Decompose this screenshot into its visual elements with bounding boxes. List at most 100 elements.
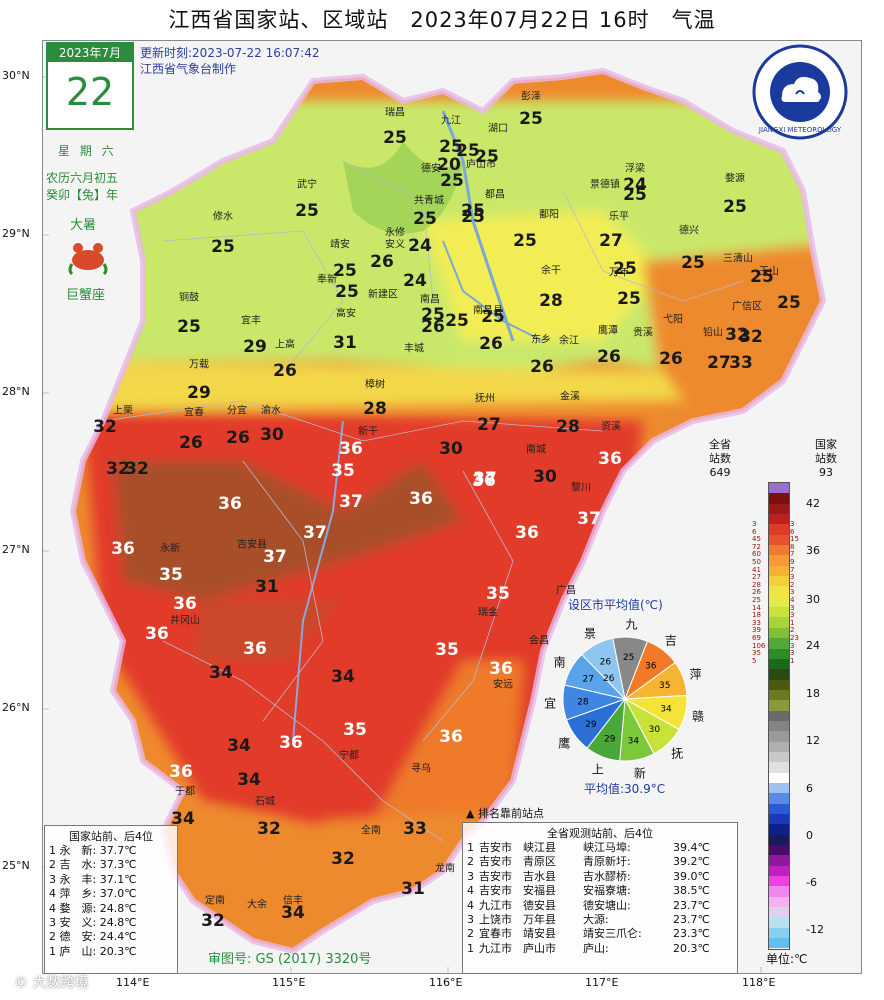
legend-swatch bbox=[769, 514, 789, 525]
city-label: 湖口 bbox=[488, 123, 508, 135]
legend-swatch bbox=[769, 689, 789, 701]
temperature-value: 24 bbox=[408, 236, 432, 256]
calendar-month: 2023年7月 bbox=[48, 44, 132, 62]
legend-swatch bbox=[769, 772, 789, 783]
temperature-value: 25 bbox=[445, 311, 469, 331]
temperature-value: 25 bbox=[333, 261, 357, 281]
national-rank-row: 2 吉 水: 37.3℃ bbox=[49, 858, 137, 872]
city-label: 龙南 bbox=[435, 863, 455, 875]
legend-swatch bbox=[769, 824, 789, 835]
legend-count-all: 5 bbox=[752, 656, 757, 665]
legend-head-nat: 国家 站数 93 bbox=[806, 438, 846, 480]
temperature-value: 25 bbox=[617, 289, 641, 309]
legend-swatch bbox=[769, 648, 789, 659]
legend-swatch bbox=[769, 576, 789, 587]
temperature-value: 37 bbox=[303, 523, 327, 543]
calendar-day: 22 bbox=[65, 70, 115, 114]
province-rank-row: 4 吉安市 安福县 安福寮塘: 38.5℃ bbox=[467, 884, 710, 898]
national-rank-row: 4 萍 乡: 37.0℃ bbox=[49, 887, 137, 901]
city-label: 乐平 bbox=[609, 211, 629, 223]
city-label: 德兴 bbox=[679, 225, 699, 237]
legend-swatch bbox=[769, 927, 789, 939]
pie-slice bbox=[581, 637, 626, 701]
legend-swatch bbox=[769, 493, 789, 504]
zodiac: 巨蟹座 bbox=[66, 288, 106, 303]
legend-count-all: 106 bbox=[752, 641, 766, 650]
legend-count-nat: 8 bbox=[790, 542, 795, 551]
city-label: 景德镇 bbox=[590, 179, 620, 191]
temperature-value: 25 bbox=[456, 141, 480, 161]
legend-count-all: 3 bbox=[752, 520, 757, 528]
temperature-value: 26 bbox=[273, 361, 297, 381]
pie-value: 34 bbox=[628, 736, 640, 746]
legend-swatch bbox=[769, 938, 789, 949]
legend-swatch bbox=[769, 793, 789, 804]
temperature-value: 25 bbox=[481, 307, 505, 327]
crab-icon bbox=[68, 243, 108, 276]
temperature-value: 26 bbox=[659, 349, 683, 369]
temperature-value: 27 bbox=[707, 353, 731, 373]
lon-label: 116°E bbox=[429, 976, 463, 989]
temperature-value: 25 bbox=[777, 293, 801, 313]
rank-marker-text: 排名靠前站点 bbox=[477, 807, 544, 820]
pie-average: 平均值:30.9°C bbox=[584, 782, 666, 796]
temperature-value: 24 bbox=[403, 271, 427, 291]
lat-label: 28°N bbox=[2, 385, 30, 398]
legend-swatch bbox=[769, 596, 789, 608]
legend-tick: 24 bbox=[806, 639, 820, 652]
temperature-value: 25 bbox=[440, 171, 464, 191]
temperature-map bbox=[43, 41, 861, 973]
temperature-value: 25 bbox=[623, 185, 647, 205]
calendar-badge: 2023年7月 22 bbox=[46, 42, 134, 130]
temperature-value: 25 bbox=[461, 201, 485, 221]
national-rank-row: 3 永 丰: 37.1℃ bbox=[49, 872, 137, 886]
city-label: 金溪 bbox=[560, 391, 580, 403]
legend-swatch bbox=[769, 658, 789, 670]
province-rank-title: 全省观测站前、后4位 bbox=[547, 827, 653, 840]
temperature-value: 33 bbox=[403, 819, 427, 839]
legend-count-all: 27 bbox=[752, 573, 761, 582]
city-label: 庐山市 bbox=[466, 159, 496, 171]
pie-city-label: 九 bbox=[625, 617, 638, 632]
national-rank-title: 国家站前、后4位 bbox=[69, 830, 153, 843]
city-label: 宜春 bbox=[184, 407, 204, 419]
map-title: 江西省国家站、区域站 2023年07月22日 16时 气温 bbox=[168, 8, 716, 32]
temperature-value: 25 bbox=[383, 128, 407, 148]
temperature-value: 37 bbox=[263, 547, 287, 567]
city-label: 铜鼓 bbox=[179, 292, 199, 304]
temperature-value: 37 bbox=[473, 469, 497, 489]
temperature-value: 32 bbox=[125, 459, 149, 479]
legend-swatch bbox=[769, 710, 789, 721]
province-rank-row: 3 吉安市 吉水县 吉水醪桥: 39.0℃ bbox=[467, 869, 710, 883]
city-label: 玉山 bbox=[759, 266, 779, 278]
temperature-value: 34 bbox=[331, 667, 355, 687]
temperature-value: 30 bbox=[533, 467, 557, 487]
temperature-value: 36 bbox=[472, 471, 496, 491]
temperature-value: 24 bbox=[623, 175, 647, 195]
temperature-value: 36 bbox=[339, 439, 363, 459]
legend-count-all: 26 bbox=[752, 588, 761, 597]
temperature-value: 32 bbox=[93, 417, 117, 437]
national-rank-row: 1 庐 山: 20.3℃ bbox=[49, 944, 137, 958]
temperature-value: 28 bbox=[539, 291, 563, 311]
legend-count-nat: 3 bbox=[790, 603, 795, 612]
legend-tick: 42 bbox=[806, 497, 820, 510]
temperature-value: 29 bbox=[243, 337, 267, 357]
pie-value: 34 bbox=[660, 705, 672, 715]
city-label: 婺源 bbox=[725, 173, 745, 185]
city-label: 新建区 bbox=[368, 289, 398, 301]
legend-swatch bbox=[769, 534, 789, 546]
temperature-value: 36 bbox=[439, 727, 463, 747]
pie-value: 35 bbox=[659, 681, 670, 691]
temperature-value: 30 bbox=[439, 439, 463, 459]
city-label: 安义 bbox=[385, 239, 405, 251]
temperature-value: 36 bbox=[173, 594, 197, 614]
legend-swatch bbox=[769, 545, 789, 556]
temperature-value: 25 bbox=[413, 209, 437, 229]
pie-city-label: 赣 bbox=[692, 709, 705, 724]
pie-city-label: 抚 bbox=[671, 746, 684, 761]
pie-value: 26 bbox=[600, 658, 612, 668]
city-label: 丰城 bbox=[404, 343, 424, 355]
legend-tick: -12 bbox=[806, 923, 824, 936]
